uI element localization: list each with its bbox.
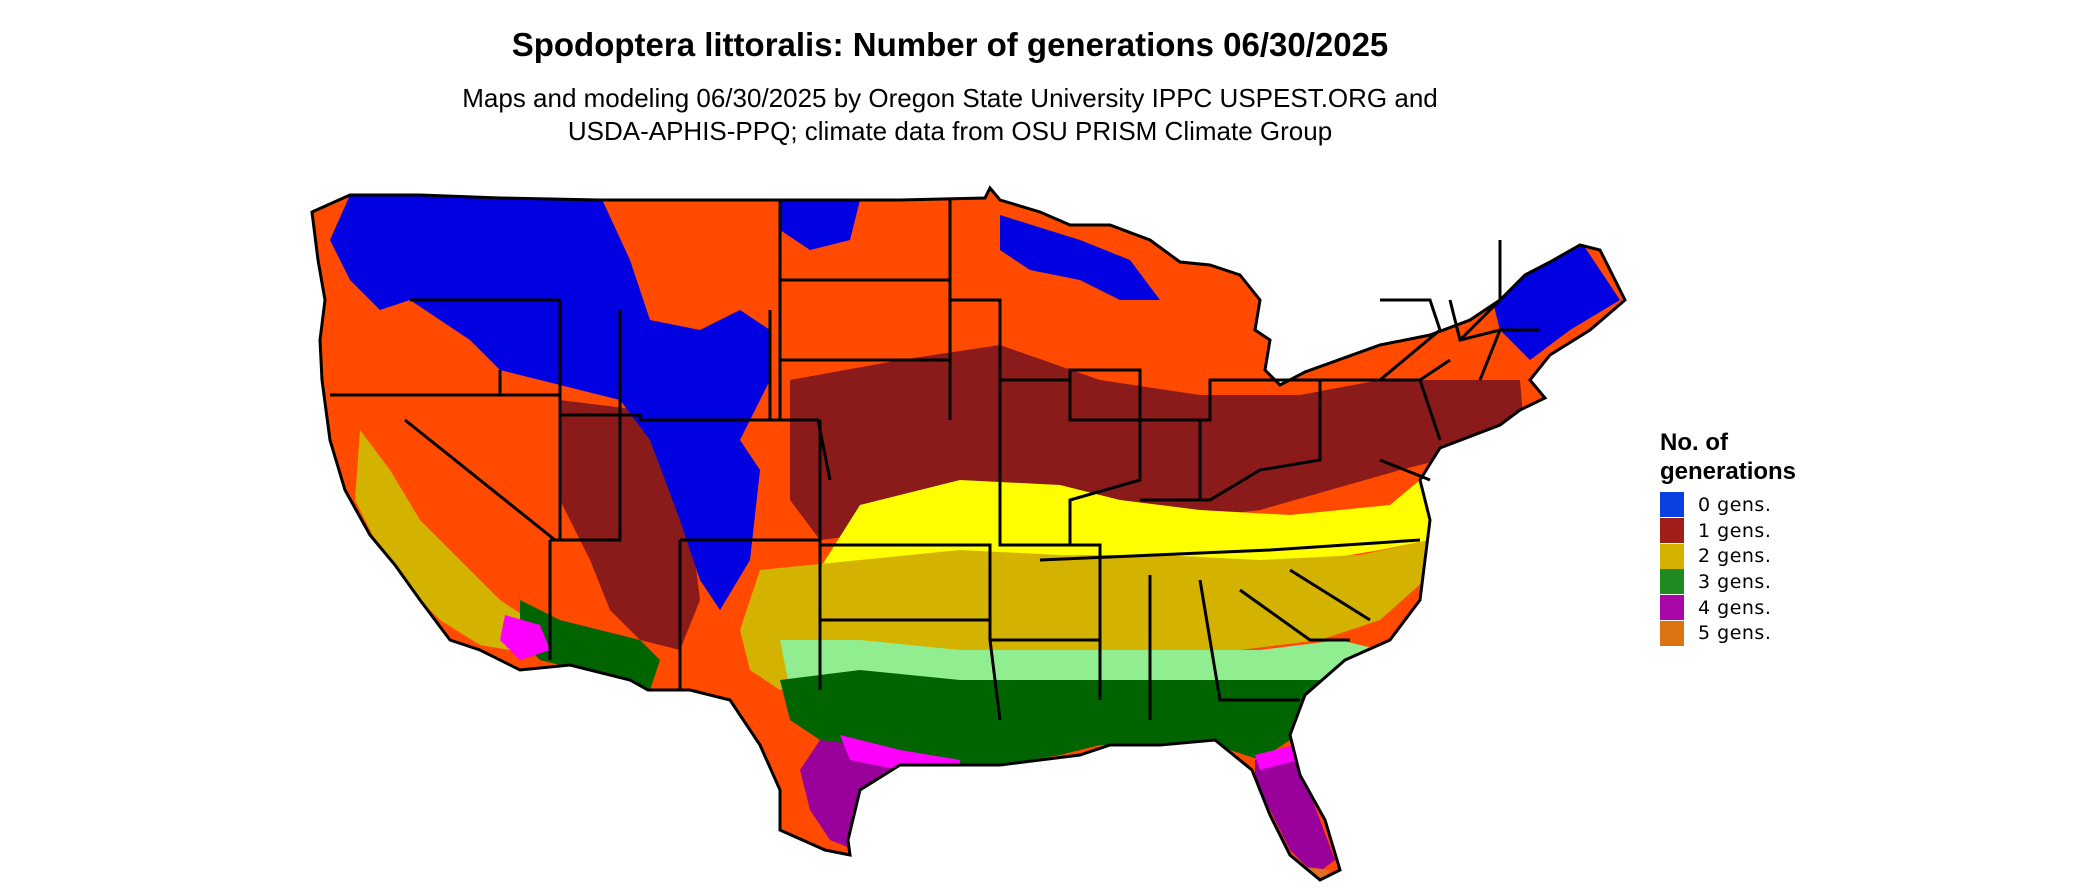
legend-item-4gens: 4 gens. (1660, 595, 1796, 621)
legend-swatch-5gens (1660, 620, 1684, 646)
zone-4gen-desert (500, 615, 550, 660)
legend-title-line-1: No. of (1660, 429, 1728, 456)
subtitle-line-2: USDA-APHIS-PPQ; climate data from OSU PR… (567, 116, 1333, 146)
legend-item-1gens: 1 gens. (1660, 518, 1796, 544)
zone-2gen-dark (740, 540, 1430, 690)
legend-label-0gens: 0 gens. (1698, 493, 1772, 516)
zone-3gen-arizona (520, 600, 660, 690)
legend-swatch-2gens (1660, 543, 1684, 569)
generation-zones (312, 188, 1625, 880)
state-borders (310, 186, 1627, 882)
map-title: Spodoptera littoralis: Number of generat… (511, 26, 1389, 63)
us-generations-map (310, 186, 1627, 882)
zone-4gen-florida-edge (1255, 745, 1298, 770)
legend-label-4gens: 4 gens. (1698, 596, 1772, 619)
legend-label-5gens: 5 gens. (1698, 622, 1772, 645)
zone-2gen-light (800, 480, 1440, 620)
zone-0gen-lakes (1000, 215, 1160, 300)
legend-label-3gens: 3 gens. (1698, 570, 1772, 593)
legend-swatch-4gens (1660, 595, 1684, 621)
map-subtitle: Maps and modeling 06/30/2025 by Oregon S… (0, 82, 1900, 148)
subtitle-line-1: Maps and modeling 06/30/2025 by Oregon S… (462, 83, 1438, 113)
zone-0gen-north (780, 195, 860, 250)
legend-item-3gens: 3 gens. (1660, 569, 1796, 595)
zone-4gen-florida (1255, 750, 1335, 875)
legend-title: No. of generations (1660, 428, 1796, 486)
zone-2gen-california (355, 430, 530, 650)
legend-title-line-2: generations (1660, 458, 1797, 485)
legend-label-1gens: 1 gens. (1698, 519, 1772, 542)
legend-swatch-1gens (1660, 518, 1684, 544)
legend-label-2gens: 2 gens. (1698, 545, 1772, 568)
legend-swatch-3gens (1660, 569, 1684, 595)
legend-swatch-0gens (1660, 492, 1684, 518)
legend-item-5gens: 5 gens. (1660, 620, 1796, 646)
legend-item-2gens: 2 gens. (1660, 543, 1796, 569)
legend-item-0gens: 0 gens. (1660, 492, 1796, 518)
legend: No. of generations 0 gens. 1 gens. 2 gen… (1660, 428, 1796, 646)
